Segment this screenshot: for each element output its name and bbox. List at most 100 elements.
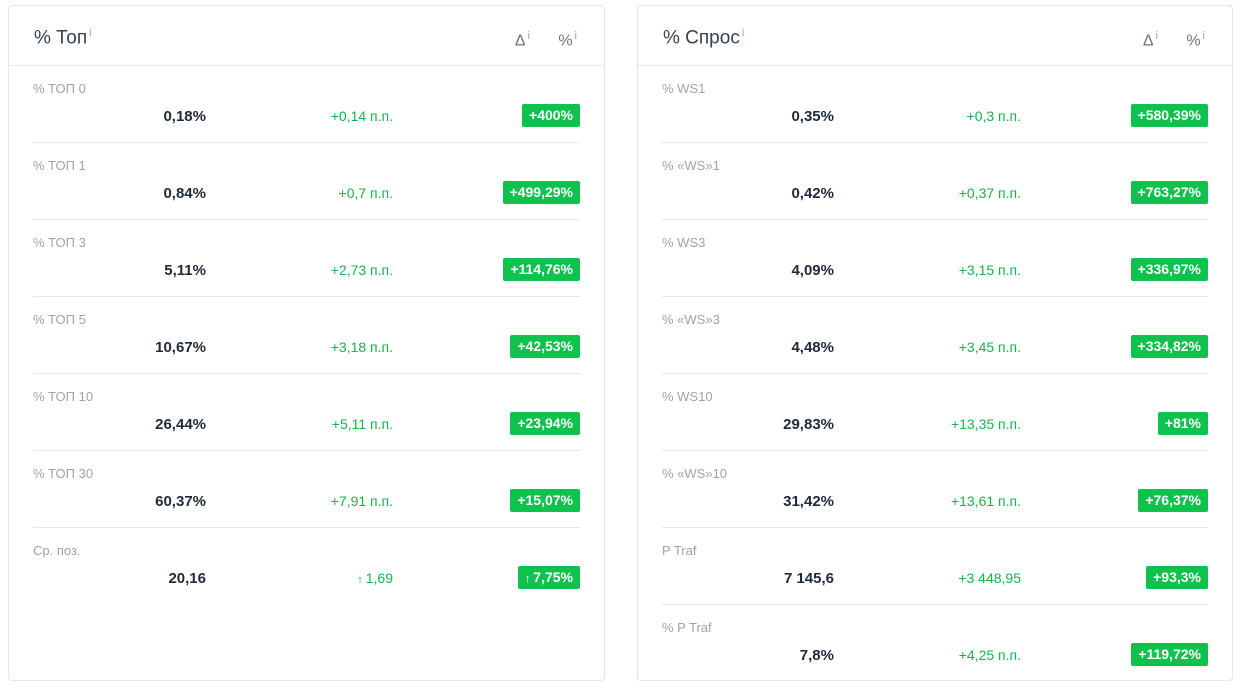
metric-row: % ТОП 10 26,44% +5,11 п.п. +23,94% bbox=[33, 374, 580, 451]
metric-change-text: +763,27% bbox=[1137, 184, 1201, 200]
metric-change-badge: +42,53% bbox=[510, 335, 580, 358]
metric-delta-text: +5,11 п.п. bbox=[331, 416, 393, 432]
metric-label: % «WS»1 bbox=[662, 158, 720, 173]
metric-delta: +0,3 п.п. bbox=[967, 108, 1021, 124]
metric-delta: +3,45 п.п. bbox=[959, 339, 1021, 355]
metric-row: P Traf 7 145,6 +3 448,95 +93,3% bbox=[662, 528, 1208, 605]
metric-change-text: +15,07% bbox=[517, 492, 573, 508]
metric-delta: ↑ 1,69 bbox=[357, 570, 393, 586]
metric-value: 10,67% bbox=[155, 339, 206, 356]
metric-value: 29,83% bbox=[783, 416, 834, 433]
metric-label: % ТОП 30 bbox=[33, 466, 94, 481]
info-icon[interactable]: i bbox=[1202, 30, 1205, 42]
metric-label: % «WS»10 bbox=[662, 466, 728, 481]
metric-change-text: +23,94% bbox=[517, 415, 573, 431]
metric-delta: +3,18 п.п. bbox=[331, 339, 393, 355]
panel-title: % Топ i bbox=[34, 27, 92, 49]
metric-change-badge: +23,94% bbox=[510, 412, 580, 435]
arrow-up-icon: ↑ bbox=[357, 574, 363, 586]
metric-change-text: +81% bbox=[1164, 415, 1201, 431]
info-icon[interactable]: i bbox=[574, 30, 577, 42]
metric-row: % «WS»3 4,48% +3,45 п.п. +334,82% bbox=[662, 297, 1208, 374]
metric-change-text: +580,39% bbox=[1137, 107, 1201, 123]
percent-symbol: % bbox=[1186, 32, 1201, 50]
metric-label: P Traf bbox=[662, 543, 697, 558]
metric-change-text: +499,29% bbox=[509, 184, 573, 200]
info-icon[interactable]: i bbox=[1155, 30, 1158, 42]
metric-delta: +5,11 п.п. bbox=[332, 416, 393, 432]
metric-row: % P Traf 7,8% +4,25 п.п. +119,72% bbox=[662, 605, 1208, 681]
metric-row: % ТОП 3 5,11% +2,73 п.п. +114,76% bbox=[33, 220, 580, 297]
metric-change-badge: +119,72% bbox=[1131, 643, 1208, 666]
metric-delta: +3,15 п.п. bbox=[959, 262, 1021, 278]
metric-change-badge: +93,3% bbox=[1146, 566, 1208, 589]
metric-delta-text: +13,35 п.п. bbox=[950, 416, 1021, 432]
metric-value: 60,37% bbox=[155, 493, 206, 510]
metric-delta-text: +0,7 п.п. bbox=[338, 185, 393, 201]
metric-value: 26,44% bbox=[155, 416, 206, 433]
metric-change-text: +334,82% bbox=[1137, 338, 1201, 354]
metric-delta: +4,25 п.п. bbox=[959, 647, 1021, 663]
metric-row: % WS3 4,09% +3,15 п.п. +336,97% bbox=[662, 220, 1208, 297]
metric-change-badge: +76,37% bbox=[1138, 489, 1208, 512]
metric-delta-text: +7,91 п.п. bbox=[330, 493, 393, 509]
metric-delta-text: +3,18 п.п. bbox=[330, 339, 393, 355]
metric-row: Ср. поз. 20,16 ↑ 1,69 ↑ 7,75% bbox=[33, 528, 580, 604]
metric-label: % «WS»3 bbox=[662, 312, 720, 327]
metric-value: 20,16 bbox=[168, 570, 206, 587]
arrow-up-icon: ↑ bbox=[524, 573, 531, 585]
metric-value: 0,84% bbox=[163, 185, 206, 202]
metric-label: % WS3 bbox=[662, 235, 706, 250]
metrics-list: % WS1 0,35% +0,3 п.п. +580,39% % «WS»1 0,42% +… bbox=[662, 66, 1208, 681]
metric-delta-text: +3,45 п.п. bbox=[958, 339, 1021, 355]
metric-value: 0,35% bbox=[791, 108, 834, 125]
metric-row: % WS10 29,83% +13,35 п.п. +81% bbox=[662, 374, 1208, 451]
metric-row: % ТОП 0 0,18% +0,14 п.п. +400% bbox=[33, 66, 580, 143]
info-icon[interactable]: i bbox=[89, 27, 92, 39]
metric-value: 7 145,6 bbox=[783, 570, 834, 587]
metric-change-badge: +400% bbox=[522, 104, 580, 127]
info-icon[interactable]: i bbox=[527, 30, 530, 42]
metric-value: 0,42% bbox=[791, 185, 834, 202]
metric-change-text: +336,97% bbox=[1137, 261, 1201, 277]
metric-delta-text: 1,69 bbox=[365, 570, 393, 586]
metric-delta-text: +3,15 п.п. bbox=[958, 262, 1021, 278]
info-icon[interactable]: i bbox=[741, 27, 745, 39]
metric-label: % P Traf bbox=[662, 620, 712, 635]
metric-delta: +0,14 п.п. bbox=[331, 108, 393, 124]
metric-delta-text: +2,73 п.п. bbox=[330, 262, 393, 278]
metric-change-badge: +763,27% bbox=[1130, 181, 1208, 204]
metrics-list: % ТОП 0 0,18% +0,14 п.п. +400% % ТОП 1 0,84% +… bbox=[33, 66, 580, 604]
metric-label: % ТОП 0 bbox=[33, 81, 86, 96]
metric-delta: +7,91 п.п. bbox=[331, 493, 393, 509]
metric-value: 31,42% bbox=[783, 493, 834, 510]
metric-value: 5,11% bbox=[164, 262, 206, 279]
metric-delta: +13,61 п.п. bbox=[951, 493, 1021, 509]
metric-delta-text: +13,61 п.п. bbox=[950, 493, 1021, 509]
metric-change-text: +114,76% bbox=[510, 261, 573, 277]
metric-value: 4,09% bbox=[791, 262, 834, 279]
column-header-percent: % i bbox=[558, 30, 577, 50]
metric-row: % ТОП 5 10,67% +3,18 п.п. +42,53% bbox=[33, 297, 580, 374]
metric-change-text: +76,37% bbox=[1145, 492, 1201, 508]
metric-delta-text: +0,37 п.п. bbox=[958, 185, 1021, 201]
metric-change-badge: +114,76% bbox=[503, 258, 580, 281]
metric-row: % ТОП 30 60,37% +7,91 п.п. +15,07% bbox=[33, 451, 580, 528]
percent-symbol: % bbox=[558, 32, 573, 50]
metric-label: % WS1 bbox=[662, 81, 706, 96]
panel-title: % Спрос i bbox=[663, 27, 744, 49]
metric-label: % ТОП 3 bbox=[33, 235, 86, 250]
metric-delta: +2,73 п.п. bbox=[331, 262, 393, 278]
column-header-percent: % i bbox=[1186, 30, 1205, 50]
metric-change-text: 7,75% bbox=[533, 569, 573, 585]
metric-delta: +0,37 п.п. bbox=[959, 185, 1021, 201]
metric-change-badge: +334,82% bbox=[1130, 335, 1208, 358]
metric-delta-text: +0,3 п.п. bbox=[966, 108, 1021, 124]
metric-delta: +13,35 п.п. bbox=[951, 416, 1021, 432]
metric-delta-text: +3 448,95 bbox=[958, 570, 1021, 586]
metric-delta-text: +0,14 п.п. bbox=[330, 108, 393, 124]
